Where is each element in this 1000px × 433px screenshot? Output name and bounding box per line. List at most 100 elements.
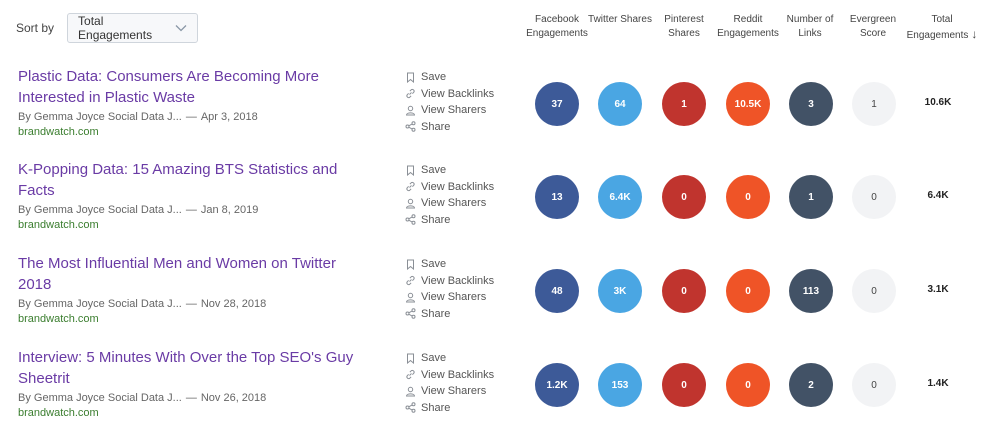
meta-separator: — xyxy=(185,392,197,404)
number-of-links-badge[interactable]: 3 xyxy=(789,82,833,126)
facebook-engagements-badge[interactable]: 13 xyxy=(535,175,579,219)
article-author: By Gemma Joyce Social Data J... xyxy=(18,111,182,123)
number-of-links-badge[interactable]: 2 xyxy=(789,363,833,407)
article-date: Nov 28, 2018 xyxy=(200,298,267,310)
article-domain[interactable]: brandwatch.com xyxy=(18,126,99,138)
share-button[interactable]: Share xyxy=(405,119,494,136)
reddit-engagements-badge[interactable]: 0 xyxy=(726,363,770,407)
sort-arrow-icon: ↓ xyxy=(971,27,978,41)
link-icon xyxy=(406,370,415,380)
total-engagements-value: 6.4K xyxy=(927,190,949,201)
article-row: The Most Influential Men and Women on Tw… xyxy=(0,253,1000,347)
article-title[interactable]: The Most Influential Men and Women on Tw… xyxy=(18,255,336,293)
total-engagements-value: 1.4K xyxy=(927,378,949,389)
user-icon xyxy=(405,292,416,303)
reddit-engagements-badge[interactable]: 0 xyxy=(726,175,770,219)
view-sharers-button[interactable]: View Sharers xyxy=(405,289,494,306)
view-backlinks-label: View Backlinks xyxy=(421,87,495,100)
bookmark-icon xyxy=(407,259,414,270)
col-twitter-shares[interactable]: Twitter Shares xyxy=(588,14,652,25)
reddit-engagements-badge[interactable]: 10.5K xyxy=(726,82,770,126)
col-pinterest-shares[interactable]: Pinterest Shares xyxy=(664,14,704,39)
meta-separator: — xyxy=(185,111,197,123)
col-reddit-engagements[interactable]: Reddit Engagements xyxy=(717,14,779,39)
view-sharers-button[interactable]: View Sharers xyxy=(405,383,494,400)
article-author: By Gemma Joyce Social Data J... xyxy=(18,298,182,310)
article-domain[interactable]: brandwatch.com xyxy=(18,219,99,231)
facebook-engagements-badge[interactable]: 37 xyxy=(535,82,579,126)
view-backlinks-button[interactable]: View Backlinks xyxy=(405,179,494,196)
share-icon xyxy=(405,121,416,133)
col-evergreen-score[interactable]: Evergreen Score xyxy=(849,14,897,39)
share-button[interactable]: Share xyxy=(405,400,494,417)
article-actions: Save View Backlinks View Sharers Share xyxy=(405,350,494,416)
save-button[interactable]: Save xyxy=(405,256,494,273)
twitter-shares-badge[interactable]: 64 xyxy=(598,82,642,126)
facebook-engagements-badge[interactable]: 1.2K xyxy=(535,363,579,407)
user-icon xyxy=(405,386,416,397)
bookmark-icon xyxy=(407,353,414,364)
article-meta: By Gemma Joyce Social Data J... — Nov 26, … xyxy=(18,392,266,404)
save-label: Save xyxy=(421,164,447,177)
twitter-shares-badge[interactable]: 3K xyxy=(598,269,642,313)
view-backlinks-label: View Backlinks xyxy=(421,274,495,287)
view-sharers-button[interactable]: View Sharers xyxy=(405,102,494,119)
number-of-links-badge[interactable]: 113 xyxy=(789,269,833,313)
view-sharers-label: View Sharers xyxy=(421,385,487,398)
link-icon xyxy=(406,276,415,286)
article-actions: Save View Backlinks View Sharers Share xyxy=(405,69,494,135)
save-label: Save xyxy=(421,258,447,271)
article-domain[interactable]: brandwatch.com xyxy=(18,407,99,419)
view-backlinks-button[interactable]: View Backlinks xyxy=(405,86,494,103)
sort-selected-value: Total Engagements xyxy=(78,14,153,42)
article-date: Jan 8, 2019 xyxy=(200,204,259,216)
meta-separator: — xyxy=(185,298,197,310)
col-number-of-links[interactable]: Number of Links xyxy=(786,14,834,39)
pinterest-shares-badge[interactable]: 1 xyxy=(662,82,706,126)
article-row: K-Popping Data: 15 Amazing BTS Statistic… xyxy=(0,159,1000,253)
view-sharers-label: View Sharers xyxy=(421,197,487,210)
share-button[interactable]: Share xyxy=(405,306,494,323)
reddit-engagements-badge[interactable]: 0 xyxy=(726,269,770,313)
article-actions: Save View Backlinks View Sharers Share xyxy=(405,162,494,228)
article-date: Nov 26, 2018 xyxy=(200,392,267,404)
article-title[interactable]: Interview: 5 Minutes With Over the Top S… xyxy=(18,349,354,387)
article-domain[interactable]: brandwatch.com xyxy=(18,313,99,325)
total-engagements-value: 10.6K xyxy=(924,97,952,108)
article-author: By Gemma Joyce Social Data J... xyxy=(18,392,182,404)
article-row: Plastic Data: Consumers Are Becoming Mor… xyxy=(0,66,1000,160)
article-title[interactable]: K-Popping Data: 15 Amazing BTS Statistic… xyxy=(18,161,338,199)
chevron-down-icon xyxy=(175,25,187,32)
facebook-engagements-badge[interactable]: 48 xyxy=(535,269,579,313)
user-icon xyxy=(405,198,416,209)
col-facebook-engagements[interactable]: Facebook Engagements xyxy=(526,14,588,39)
save-label: Save xyxy=(421,352,447,365)
article-title[interactable]: Plastic Data: Consumers Are Becoming Mor… xyxy=(18,68,319,106)
bookmark-icon xyxy=(407,165,414,176)
view-sharers-label: View Sharers xyxy=(421,291,487,304)
evergreen-score-badge: 0 xyxy=(852,269,896,313)
view-sharers-button[interactable]: View Sharers xyxy=(405,195,494,212)
article-meta: By Gemma Joyce Social Data J... — Jan 8, 2… xyxy=(18,204,258,216)
save-button[interactable]: Save xyxy=(405,350,494,367)
link-icon xyxy=(406,89,415,99)
pinterest-shares-badge[interactable]: 0 xyxy=(662,363,706,407)
article-meta: By Gemma Joyce Social Data J... — Nov 28, … xyxy=(18,298,266,310)
col-total-engagements-label: Total Engagements xyxy=(906,14,969,41)
share-button[interactable]: Share xyxy=(405,212,494,229)
pinterest-shares-badge[interactable]: 0 xyxy=(662,269,706,313)
pinterest-shares-badge[interactable]: 0 xyxy=(662,175,706,219)
save-button[interactable]: Save xyxy=(405,162,494,179)
share-icon xyxy=(405,214,416,226)
share-label: Share xyxy=(421,307,451,320)
twitter-shares-badge[interactable]: 153 xyxy=(598,363,642,407)
view-backlinks-button[interactable]: View Backlinks xyxy=(405,273,494,290)
col-total-engagements[interactable]: Total Engagements ↓ xyxy=(902,13,982,43)
total-engagements-value: 3.1K xyxy=(927,284,949,295)
twitter-shares-badge[interactable]: 6.4K xyxy=(598,175,642,219)
view-backlinks-button[interactable]: View Backlinks xyxy=(405,367,494,384)
save-button[interactable]: Save xyxy=(405,69,494,86)
number-of-links-badge[interactable]: 1 xyxy=(789,175,833,219)
article-row: Interview: 5 Minutes With Over the Top S… xyxy=(0,347,1000,433)
sort-dropdown[interactable]: Total Engagements xyxy=(67,13,199,43)
